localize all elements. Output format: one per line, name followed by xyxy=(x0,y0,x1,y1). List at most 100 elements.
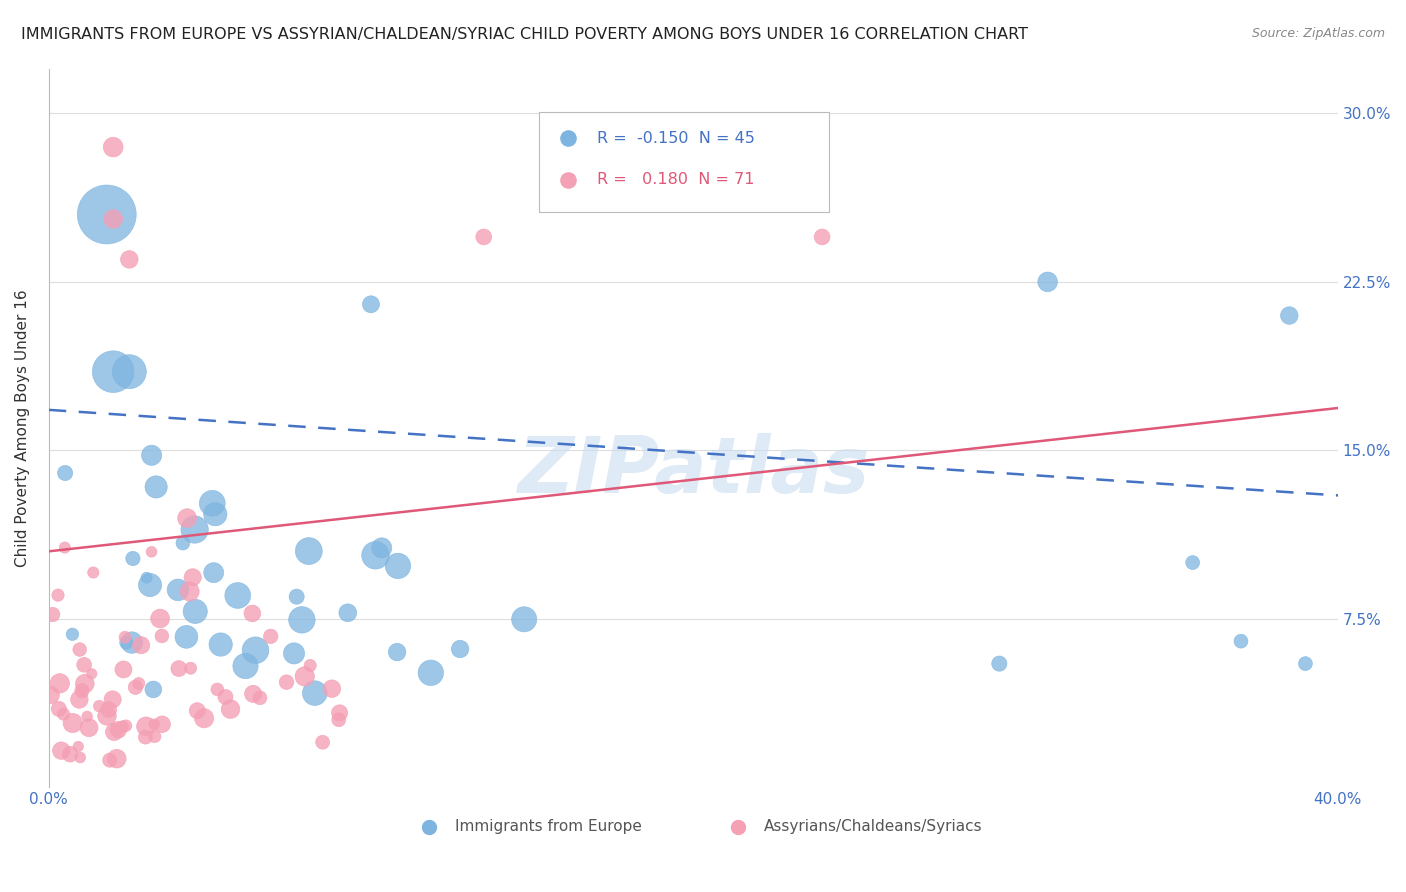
Point xyxy=(70,683,93,698)
Point xyxy=(172,536,194,550)
Point xyxy=(449,642,471,657)
Point xyxy=(115,635,138,649)
Point xyxy=(139,578,162,592)
Point xyxy=(73,676,96,690)
Point xyxy=(186,704,208,718)
Point xyxy=(329,706,352,720)
Point xyxy=(1230,634,1253,648)
Point xyxy=(53,466,76,480)
Point xyxy=(201,496,224,510)
Point xyxy=(242,687,264,701)
Point xyxy=(77,721,100,735)
Point xyxy=(260,629,283,643)
Point xyxy=(128,676,150,690)
Point xyxy=(76,709,98,723)
Point xyxy=(135,719,157,733)
Point xyxy=(49,676,72,690)
Point xyxy=(69,750,91,764)
Point xyxy=(811,230,834,244)
Point xyxy=(276,675,298,690)
Text: Source: ZipAtlas.com: Source: ZipAtlas.com xyxy=(1251,27,1385,40)
Point xyxy=(103,211,125,226)
Point xyxy=(202,566,225,580)
Point xyxy=(1278,309,1301,323)
Point xyxy=(145,480,167,494)
Point xyxy=(103,140,125,154)
Point xyxy=(298,544,321,558)
Point xyxy=(214,690,236,704)
Point xyxy=(96,207,118,221)
Point xyxy=(204,507,226,521)
Point xyxy=(291,613,314,627)
Point xyxy=(1036,275,1059,289)
Point xyxy=(209,638,232,652)
Y-axis label: Child Poverty Among Boys Under 16: Child Poverty Among Boys Under 16 xyxy=(15,289,30,566)
Point xyxy=(167,582,190,597)
Point xyxy=(249,690,271,705)
Point xyxy=(80,666,103,681)
Point xyxy=(82,566,104,580)
Point xyxy=(387,558,409,573)
Point xyxy=(176,511,198,525)
Point xyxy=(73,657,96,672)
Point xyxy=(207,682,229,697)
Point xyxy=(472,230,495,244)
Point xyxy=(70,685,93,699)
Point xyxy=(48,702,70,716)
Text: Assyrians/Chaldeans/Syriacs: Assyrians/Chaldeans/Syriacs xyxy=(763,819,983,834)
Point xyxy=(311,735,333,749)
Point xyxy=(385,645,408,659)
Point xyxy=(41,607,63,622)
Point xyxy=(103,725,125,739)
Point xyxy=(112,663,135,677)
Point xyxy=(46,588,69,602)
Text: R =  -0.150  N = 45: R = -0.150 N = 45 xyxy=(596,131,755,145)
Point xyxy=(135,571,157,585)
Point xyxy=(183,523,205,537)
Point xyxy=(52,707,75,722)
Point xyxy=(39,688,62,702)
Point xyxy=(141,448,163,462)
Point xyxy=(97,702,120,716)
Text: ZIPatlas: ZIPatlas xyxy=(517,433,869,509)
Point xyxy=(184,604,207,618)
Point xyxy=(513,612,536,626)
Point xyxy=(89,699,111,714)
Point xyxy=(328,713,350,727)
Point xyxy=(143,730,166,744)
Point xyxy=(124,680,146,694)
Point xyxy=(115,719,138,733)
Point xyxy=(141,545,163,559)
Point xyxy=(285,590,308,604)
Point xyxy=(142,682,165,697)
Point xyxy=(101,692,124,706)
Point xyxy=(240,607,263,621)
Point xyxy=(122,551,145,566)
Point xyxy=(364,549,387,563)
Point xyxy=(360,297,382,311)
Point xyxy=(69,642,91,657)
Point xyxy=(150,717,173,731)
Point xyxy=(118,252,141,267)
Point xyxy=(419,665,441,680)
Point xyxy=(111,720,134,734)
Point xyxy=(179,584,201,599)
Text: Immigrants from Europe: Immigrants from Europe xyxy=(454,819,641,834)
Point xyxy=(62,716,84,731)
Point xyxy=(299,658,322,673)
Text: IMMIGRANTS FROM EUROPE VS ASSYRIAN/CHALDEAN/SYRIAC CHILD POVERTY AMONG BOYS UNDE: IMMIGRANTS FROM EUROPE VS ASSYRIAN/CHALD… xyxy=(21,27,1028,42)
Point xyxy=(98,753,121,767)
Point xyxy=(1294,657,1316,671)
Point xyxy=(294,669,316,683)
Point xyxy=(59,747,82,762)
Point xyxy=(67,692,90,706)
Point xyxy=(114,630,136,644)
Point xyxy=(1181,556,1204,570)
Point xyxy=(181,570,204,584)
Point xyxy=(51,744,73,758)
Point xyxy=(67,739,90,754)
Point xyxy=(62,627,84,641)
Point xyxy=(134,730,156,744)
Point xyxy=(150,629,173,643)
Point xyxy=(107,723,129,737)
